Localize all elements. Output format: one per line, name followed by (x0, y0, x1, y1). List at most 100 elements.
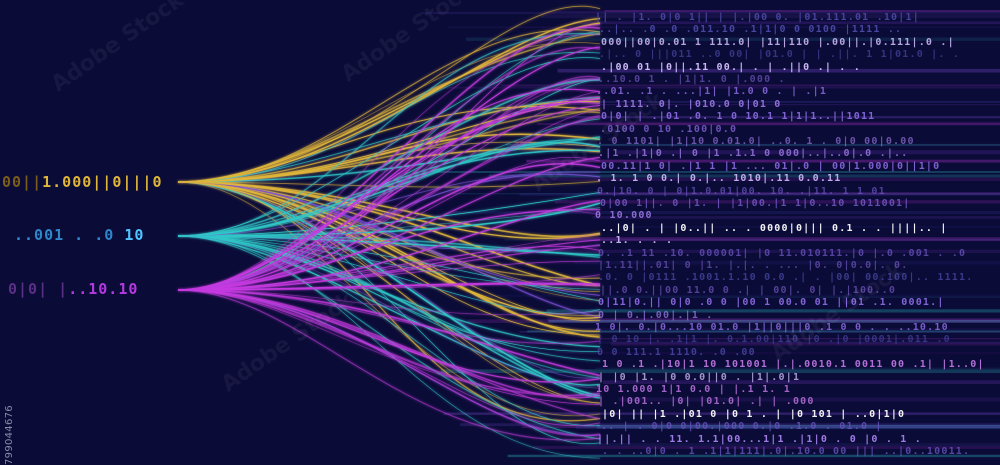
flow-curve (177, 51, 601, 183)
source-stream-cyan: ..001 . .0 10 (14, 226, 144, 244)
background-streak (575, 425, 1000, 430)
background-streak (487, 177, 1000, 182)
binary-code-grid: || . |1. 0|0 1|| | |.|00 0. |01.111.01 .… (595, 12, 1000, 462)
background-streak (603, 380, 1000, 385)
flow-curve (177, 100, 601, 183)
background-streak (521, 426, 1000, 428)
binary-row: .|1 .|1|0 .| 0 |1 .1.1 0 000|..|..0|.0 .… (598, 148, 909, 160)
binary-row: 0 10.000 (595, 210, 653, 222)
binary-row: | 0 10 |. .1|1 |. 0.1.00|110 |0 .|0 |000… (597, 334, 951, 346)
background-streak (595, 367, 1000, 369)
flow-curve (177, 235, 601, 348)
background-streak (571, 238, 1000, 241)
flow-curve (177, 133, 601, 183)
background-streak (618, 397, 1000, 402)
source-stream-gold: 00||1.000||0|||0 (2, 173, 163, 191)
flow-curve (177, 289, 601, 437)
background-streak (440, 369, 1000, 374)
background-streak (541, 14, 1000, 19)
background-streak (501, 84, 1000, 87)
flow-curve (177, 181, 601, 316)
background-streak (532, 104, 1000, 106)
binary-row: |0| || |1 .|01 0 |0 1 . | |0 101 | ..0|1… (602, 408, 906, 420)
flow-curve (177, 235, 601, 256)
flow-curve (177, 289, 601, 405)
background-streaks (421, 10, 1000, 458)
flow-curve (177, 289, 601, 441)
binary-row: 0. .1 11 .10. 000001| |0 11.010111.|0 |.… (598, 247, 967, 259)
background-streak (595, 338, 1000, 340)
binary-row: 00.11|1 0| .|1 1 |1 ... 01|.0 | 00|1.000… (601, 160, 941, 172)
flow-curve (177, 235, 601, 440)
background-streak (505, 143, 1000, 146)
flow-curve (177, 210, 601, 291)
binary-row: ..10.0 1 . |1|1. 0 |.000 . (598, 74, 786, 85)
background-streak (597, 192, 1000, 195)
background-streak (565, 121, 1000, 126)
background-streak (466, 37, 1000, 41)
flow-curve (177, 235, 601, 386)
background-streak (487, 340, 1000, 344)
flow-curve (177, 235, 601, 352)
background-streak (450, 193, 1000, 195)
background-streak (533, 445, 1000, 449)
flow-curve (177, 46, 601, 291)
flow-curve (177, 235, 601, 314)
binary-row: ||.|| . . 11. 1.1|00...1|1 .|1|0 . 0 |0 … (597, 433, 922, 445)
background-streak (485, 249, 1000, 253)
source-stream-magenta: 0|0| |..10.10 (8, 280, 138, 298)
binary-row: 1 0|. 0.|0...10 01.0 |1||0|||0 .1 0 0 . … (595, 322, 949, 333)
background-streak (467, 319, 1000, 324)
background-streak (604, 296, 1000, 298)
source-stream-magenta-dim: 0|0| | (8, 280, 69, 298)
binary-row: |1.11||.01| 0 |1. |.|. . ... |0. 0|0.0|.… (598, 260, 909, 271)
flow-curve (177, 118, 601, 237)
background-streak (574, 260, 1000, 265)
flow-curve (177, 181, 601, 422)
flow-curve (177, 29, 601, 183)
flow-curve (177, 181, 601, 336)
background-streak (554, 100, 1000, 103)
binary-row: . 0 1101| |1|10 0.01.0| ..0. 1 . 0|0 00|… (597, 136, 915, 147)
flow-curve (177, 181, 601, 338)
background-streak (546, 309, 1000, 313)
binary-row: | |0 |1. |0 0.0||0 . |1|.0|1 (598, 371, 801, 383)
binary-row: 000||00|0.01 1 111.0| |11|110 |.00||.|0.… (601, 36, 955, 48)
flow-curve (177, 235, 601, 459)
background-streak (580, 443, 1000, 447)
background-streak (557, 68, 1000, 73)
background-streak (519, 193, 1000, 196)
background-streak (548, 319, 1000, 323)
binary-row: | 1111. 0|. |010.0 0|01 0 (601, 98, 782, 110)
background-streak (488, 174, 1000, 178)
binary-row: ..|0| . | |0..|| .. . 0000|0||| 0.1 . . … (601, 222, 948, 234)
flow-curve (177, 79, 601, 291)
background-streak (617, 150, 1000, 155)
background-streak (528, 144, 1000, 147)
background-streak (554, 200, 1000, 204)
binary-row: || . |1. 0|0 1|| | |.|00 0. |01.111.01 .… (595, 12, 920, 23)
flow-curve (177, 289, 601, 427)
binary-row: 10 1.000 1|1 0.0 | |.1 1. 1 (596, 384, 791, 395)
binary-row: . . ..0|0 . 1 .1|1|111|.0|.10.0 00 ||| .… (602, 446, 971, 457)
binary-row: ..01. .1 . ...|1| |1.0 0 . | .|1 (596, 86, 828, 98)
source-stream-cyan-bright: 10 (124, 226, 145, 244)
binary-row: .|00 01 |0||.11 00.| . | .||0 .| . . (601, 61, 861, 73)
background-streak (459, 423, 1000, 427)
flow-curve (177, 289, 601, 345)
binary-row: 1 0 .1 .|10|1 10 101001 |.|.0010.1 0011 … (602, 359, 985, 371)
binary-row: .. | . 0|0 0|00.|000 0.|0 .1.0 . 01.0 | (601, 421, 883, 433)
flow-curve (177, 181, 601, 319)
flow-curves (177, 5, 601, 459)
binary-row: 0|0| | .|01 .0. 1 0 10.1 1|1|1..||1011 (601, 111, 876, 123)
background-streak (543, 10, 1000, 13)
flow-curve (177, 181, 601, 417)
source-stream-cyan-dim: ..001 . .0 (14, 226, 115, 244)
flow-curve (177, 235, 601, 302)
flow-curve (177, 90, 601, 291)
flow-curve (177, 235, 601, 426)
background-streak (421, 11, 1000, 15)
binary-row: 0 | 0.|.00|.|1 . (598, 309, 714, 321)
background-streak (475, 352, 1000, 354)
background-streak (557, 237, 1000, 242)
